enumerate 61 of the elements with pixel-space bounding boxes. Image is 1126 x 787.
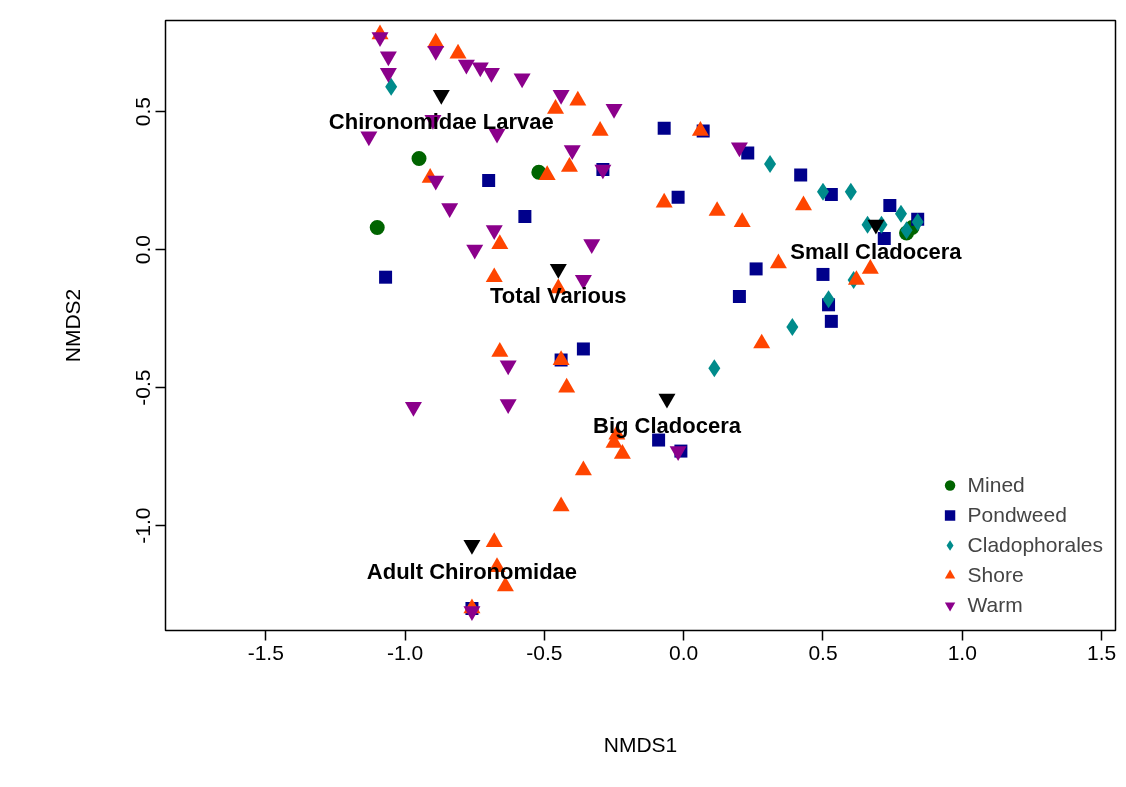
- x-tick-label: 0.5: [808, 640, 838, 664]
- point: [749, 262, 763, 276]
- point: [671, 190, 685, 204]
- legend-label: Warm: [967, 593, 1023, 617]
- point: [485, 532, 503, 548]
- point: [552, 90, 570, 105]
- point: [513, 73, 531, 89]
- x-tick-label: 1.5: [1086, 640, 1117, 664]
- point: [558, 377, 576, 393]
- annotation: Adult Chironomidae: [366, 558, 578, 584]
- point: [379, 270, 393, 284]
- point: [427, 175, 445, 191]
- point: [369, 220, 385, 235]
- point: [605, 103, 623, 119]
- point: [379, 51, 397, 67]
- point: [471, 62, 489, 78]
- point: [432, 90, 450, 105]
- point: [379, 68, 397, 83]
- point: [652, 433, 666, 447]
- point: [427, 45, 445, 61]
- point: [824, 314, 838, 328]
- y-tick-label: 0.5: [131, 96, 155, 127]
- point: [816, 267, 830, 281]
- point: [883, 198, 897, 212]
- y-tick-label: 0.0: [131, 234, 155, 265]
- point: [518, 209, 532, 223]
- legend-label: Mined: [967, 473, 1025, 497]
- annotation: Small Cladocera: [790, 238, 963, 264]
- y-tick-label: -1.0: [131, 507, 155, 544]
- legend-label: Pondweed: [967, 503, 1067, 527]
- point: [657, 121, 671, 135]
- x-tick-label: -1.0: [387, 640, 424, 664]
- legend-label: Cladophorales: [967, 533, 1103, 557]
- point: [552, 496, 570, 512]
- y-tick-label: -0.5: [131, 369, 155, 406]
- point: [457, 59, 475, 75]
- point: [488, 128, 506, 144]
- x-axis-title: NMDS1: [603, 732, 678, 756]
- point: [482, 68, 500, 83]
- annotation: Total Various: [490, 282, 627, 308]
- point: [867, 219, 885, 235]
- point: [482, 174, 496, 188]
- annotation: Big Cladocera: [593, 412, 742, 438]
- x-tick-label: -1.5: [247, 640, 284, 664]
- point: [730, 142, 748, 158]
- point: [411, 151, 427, 166]
- point: [491, 341, 509, 357]
- point: [563, 145, 581, 161]
- point: [360, 131, 378, 147]
- x-tick-label: -0.5: [526, 640, 563, 664]
- point: [753, 333, 771, 349]
- legend-label: Shore: [967, 563, 1024, 587]
- point: [576, 342, 590, 356]
- y-axis-title: NMDS2: [60, 288, 84, 363]
- point: [794, 168, 808, 182]
- point: [371, 32, 389, 47]
- x-tick-label: 0.0: [669, 640, 699, 664]
- point: [732, 290, 746, 304]
- point: [613, 444, 631, 459]
- point: [574, 460, 592, 476]
- x-tick-label: 1.0: [947, 640, 977, 664]
